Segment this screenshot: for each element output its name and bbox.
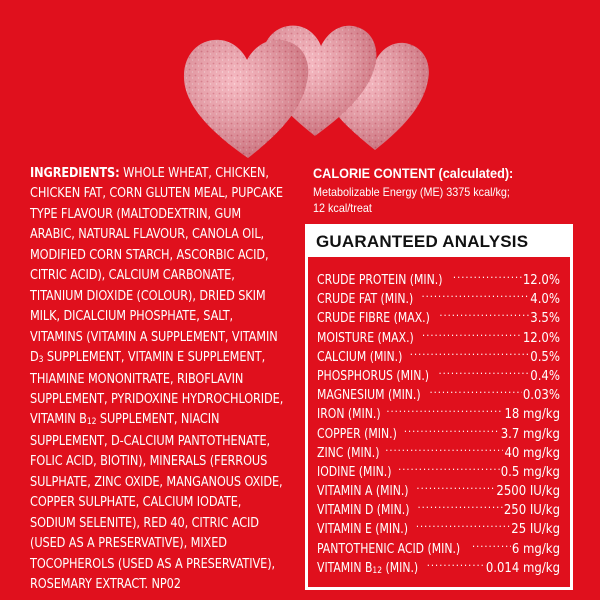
dot-leader <box>429 380 521 399</box>
analysis-label-text: VITAMIN A (MIN.) <box>317 484 409 500</box>
analysis-value: 0.03% <box>522 388 560 404</box>
analysis-label-text: ZINC (MIN.) <box>317 445 380 461</box>
analysis-row: CRUDE FIBRE (MAX.) 3.5% <box>317 303 560 326</box>
analysis-row: VITAMIN A (MIN.) 2500 IU/kg <box>317 476 560 499</box>
analysis-label: VITAMIN A (MIN.) <box>317 482 409 501</box>
analysis-value: 25 IU/kg <box>511 522 560 538</box>
analysis-rows: CRUDE PROTEIN (MIN.)12.0%CRUDE FAT (MIN.… <box>308 257 570 576</box>
analysis-row: IODINE (MIN.) 0.5 mg/kg <box>317 457 560 480</box>
analysis-row: COPPER (MIN.) 3.7 mg/kg <box>317 419 560 442</box>
analysis-value: 0.5 mg/kg <box>500 464 560 480</box>
analysis-row: ZINC (MIN.) 40 mg/kg <box>317 438 560 461</box>
ingredients-subscript-12: 12 <box>86 417 97 428</box>
analysis-label: IRON (MIN.) <box>317 405 381 424</box>
analysis-row: PHOSPHORUS (MIN.) 0.4% <box>317 361 560 384</box>
analysis-label: PHOSPHORUS (MIN.) <box>317 367 429 386</box>
analysis-value: 40 mg/kg <box>504 445 560 461</box>
dot-leader <box>398 457 500 476</box>
analysis-label-subscript: 12 <box>372 565 383 576</box>
ingredients-heading: INGREDIENTS: <box>30 166 120 181</box>
calorie-heading: CALORIE CONTENT (calculated): <box>313 166 514 181</box>
analysis-label-text: CRUDE FAT (MIN.) <box>317 292 414 308</box>
analysis-value: 0.014 mg/kg <box>485 560 560 576</box>
dot-leader <box>385 438 503 457</box>
ingredients-subscript-3: 3 <box>38 355 44 366</box>
analysis-value: 18 mg/kg <box>504 407 560 423</box>
analysis-label: COPPER (MIN.) <box>317 425 397 444</box>
analysis-row: VITAMIN D (MIN.) 250 IU/kg <box>317 495 560 518</box>
analysis-value: 0.4% <box>530 368 560 384</box>
analysis-row: CALCIUM (MIN.) 0.5% <box>317 342 560 365</box>
analysis-label: CRUDE PROTEIN (MIN.) <box>317 271 442 290</box>
analysis-label-text: CRUDE PROTEIN (MIN.) <box>317 273 443 288</box>
analysis-label: PANTOTHENIC ACID (MIN.) <box>317 540 460 559</box>
heart-treats-image <box>183 25 429 158</box>
analysis-row: CRUDE FAT (MIN.) 4.0% <box>317 284 560 307</box>
analysis-label: ZINC (MIN.) <box>317 444 380 463</box>
analysis-label-text: MOISTURE (MAX.) <box>317 330 414 346</box>
dot-leader <box>472 534 511 553</box>
analysis-label: IODINE (MIN.) <box>317 463 391 482</box>
guaranteed-analysis-heading: GUARANTEED ANALYSIS <box>308 227 570 257</box>
analysis-label-text: CRUDE FIBRE (MAX.) <box>317 311 430 327</box>
dot-leader <box>421 284 529 303</box>
analysis-row: VITAMIN E (MIN.) 25 IU/kg <box>317 514 560 537</box>
dot-leader <box>417 495 502 514</box>
dot-leader <box>416 476 495 495</box>
calorie-line-2: 12 kcal/treat <box>313 201 372 215</box>
analysis-label: VITAMIN E (MIN.) <box>317 520 408 539</box>
dot-leader <box>416 514 510 533</box>
analysis-label-text: IODINE (MIN.) <box>317 464 392 480</box>
analysis-label-text: PANTOTHENIC ACID (MIN.) <box>317 541 461 557</box>
dot-leader <box>439 303 529 322</box>
analysis-value: 4.0% <box>530 292 560 308</box>
analysis-label-text: VITAMIN D (MIN.) <box>317 503 410 519</box>
analysis-row: PANTOTHENIC ACID (MIN.) 6 mg/kg <box>317 534 560 557</box>
analysis-value: 0.5% <box>530 349 560 365</box>
dot-leader <box>410 342 529 361</box>
analysis-label-text: IRON (MIN.) <box>317 407 381 423</box>
analysis-value: 3.7 mg/kg <box>500 426 560 442</box>
analysis-value: 6 mg/kg <box>511 541 560 557</box>
analysis-value: 250 IU/kg <box>503 503 560 519</box>
calorie-line-1: Metabolizable Energy (ME) 3375 kcal/kg; <box>313 185 510 199</box>
ingredients-part-1: WHOLE WHEAT, CHICKEN, CHICKEN FAT, CORN … <box>30 166 283 366</box>
analysis-label: VITAMIN D (MIN.) <box>317 501 409 520</box>
analysis-label-suffix: (MIN.) <box>382 560 419 576</box>
analysis-label-text: COPPER (MIN.) <box>317 426 397 442</box>
dot-leader <box>453 265 522 284</box>
analysis-label-text: CALCIUM (MIN.) <box>317 349 403 365</box>
analysis-value: 3.5% <box>530 311 560 327</box>
analysis-row: MOISTURE (MAX.) 12.0% <box>317 323 560 346</box>
analysis-label-text: PHOSPHORUS (MIN.) <box>317 368 430 384</box>
analysis-value: 12.0% <box>522 330 560 346</box>
analysis-row: CRUDE PROTEIN (MIN.) 12.0% <box>317 265 560 288</box>
analysis-value: 2500 IU/kg <box>496 484 560 500</box>
analysis-label: CRUDE FIBRE (MAX.) <box>317 309 430 328</box>
analysis-label: VITAMIN B12 (MIN.) <box>317 559 418 580</box>
analysis-row: IRON (MIN.) 18 mg/kg <box>317 399 560 422</box>
ingredients-part-2: SUPPLEMENT, VITAMIN E SUPPLEMENT, THIAMI… <box>30 350 284 428</box>
ingredients-part-3: SUPPLEMENT, NIACIN SUPPLEMENT, D-CALCIUM… <box>30 412 283 593</box>
analysis-label-text: VITAMIN B <box>317 560 373 576</box>
analysis-label-text: VITAMIN E (MIN.) <box>317 522 408 538</box>
analysis-row: VITAMIN B12 (MIN.) 0.014 mg/kg <box>317 553 560 576</box>
calorie-content: CALORIE CONTENT (calculated): Metaboliza… <box>313 164 573 216</box>
dot-leader <box>439 361 530 380</box>
dot-leader <box>422 323 522 342</box>
analysis-label: CRUDE FAT (MIN.) <box>317 290 413 309</box>
heart-treat-front <box>183 39 309 158</box>
dot-leader <box>427 553 485 572</box>
guaranteed-analysis-box: GUARANTEED ANALYSIS CRUDE PROTEIN (MIN.)… <box>305 224 573 590</box>
analysis-label: MOISTURE (MAX.) <box>317 329 414 348</box>
dot-leader <box>386 399 503 418</box>
ingredients-text: INGREDIENTS: WHOLE WHEAT, CHICKEN, CHICK… <box>30 164 286 596</box>
analysis-label: CALCIUM (MIN.) <box>317 348 402 367</box>
dot-leader <box>404 419 500 438</box>
analysis-value: 12.0% <box>522 273 560 288</box>
